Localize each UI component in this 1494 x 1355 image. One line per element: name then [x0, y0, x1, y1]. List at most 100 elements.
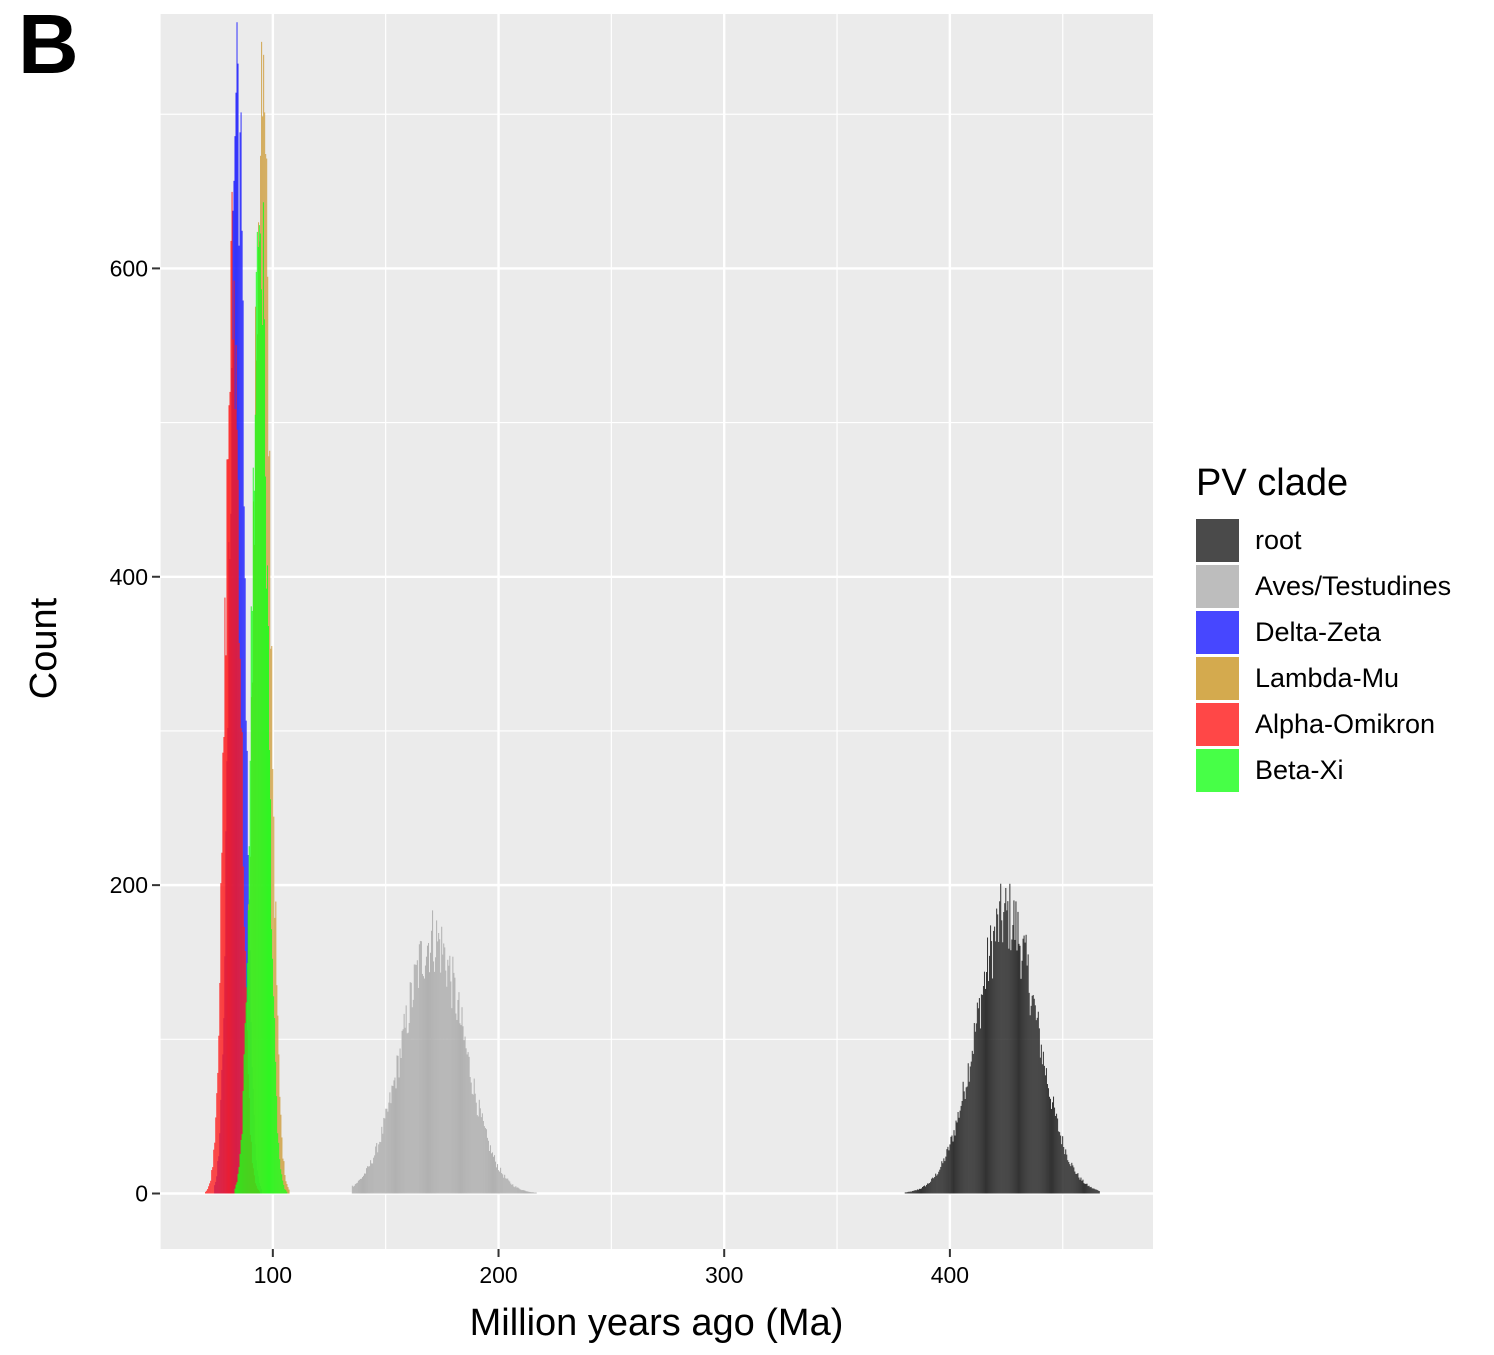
- histogram-bar: [1090, 1186, 1092, 1194]
- histogram-bar: [382, 1133, 384, 1194]
- histogram-bar: [463, 1040, 465, 1194]
- histogram-bar: [287, 1187, 289, 1194]
- histogram-bar: [461, 1007, 463, 1194]
- histogram-bar: [482, 1120, 484, 1194]
- grid-lines: [159, 14, 1153, 1249]
- histogram-bar: [977, 1008, 979, 1194]
- histogram-bar: [512, 1184, 514, 1194]
- histogram-bar: [267, 626, 270, 1194]
- histogram-bar: [1037, 1011, 1039, 1194]
- histogram-bar: [242, 1091, 244, 1194]
- histogram-bar: [486, 1137, 488, 1194]
- histogram-bar: [470, 1082, 472, 1194]
- histogram-bar: [398, 1077, 400, 1194]
- histogram-bar: [243, 1054, 245, 1194]
- histogram-bar: [369, 1166, 371, 1194]
- histogram-bar: [231, 191, 233, 1194]
- histogram-bar: [1020, 978, 1022, 1194]
- histogram-bar: [1068, 1162, 1070, 1194]
- histogram-bar: [211, 1170, 213, 1194]
- histogram-bar: [243, 506, 245, 1194]
- histogram-bar: [251, 610, 253, 1194]
- y-axis-title: Count: [23, 597, 65, 699]
- histogram-bar: [252, 467, 254, 1194]
- histogram-bar: [1067, 1160, 1069, 1194]
- histogram-bar: [242, 300, 244, 1194]
- histogram-bar: [244, 578, 246, 1194]
- histogram-bar: [431, 930, 433, 1194]
- histogram-bar: [285, 1181, 287, 1194]
- histogram-bar: [526, 1191, 528, 1194]
- histogram-bar: [513, 1186, 515, 1194]
- histogram-bar: [963, 1091, 965, 1194]
- histogram-bar: [378, 1144, 380, 1194]
- histogram-bar: [245, 720, 247, 1194]
- legend: PV clade root Aves/Testudines Delta-Zeta La…: [1196, 462, 1451, 793]
- histogram-bar: [239, 658, 241, 1194]
- histogram-bar: [981, 994, 983, 1194]
- histogram-bar: [1074, 1171, 1076, 1194]
- histogram-bar: [965, 1087, 967, 1194]
- histogram-bar: [433, 961, 435, 1194]
- histogram-bar: [429, 972, 431, 1194]
- histogram-bar: [206, 1190, 208, 1194]
- histogram-bar: [209, 1183, 211, 1194]
- histogram-bar: [480, 1117, 482, 1194]
- histogram-bar: [1070, 1166, 1072, 1194]
- histogram-bar: [277, 1133, 279, 1194]
- histogram-bar: [261, 324, 263, 1194]
- histogram-bar: [488, 1150, 490, 1194]
- histogram-bar: [391, 1085, 393, 1194]
- histogram-bar: [1061, 1144, 1063, 1194]
- histogram-bar: [1059, 1132, 1061, 1194]
- histogram-bar: [465, 1048, 467, 1194]
- histogram-bar: [439, 939, 441, 1194]
- histogram-bar: [1041, 1064, 1043, 1194]
- histogram-bar: [1017, 911, 1019, 1194]
- histogram-bar: [278, 1054, 280, 1194]
- histogram-bar: [978, 998, 980, 1194]
- histogram-bar: [245, 1002, 247, 1194]
- histogram-bar: [930, 1181, 932, 1194]
- histogram-bar: [441, 926, 443, 1194]
- histogram-bar: [283, 1161, 285, 1194]
- histogram-bar: [497, 1164, 499, 1194]
- histogram-bar: [272, 958, 274, 1194]
- histogram-bar: [263, 319, 265, 1194]
- histogram-bar: [934, 1176, 936, 1194]
- histogram-bar: [462, 1026, 464, 1194]
- histogram-bar: [234, 1188, 236, 1194]
- histogram-bar: [215, 1117, 217, 1194]
- histogram-bar: [997, 914, 999, 1194]
- histogram-bar: [438, 932, 440, 1194]
- histogram-bar: [281, 1137, 283, 1194]
- histogram-bar: [531, 1192, 533, 1194]
- histogram-bar: [1042, 1051, 1044, 1194]
- histogram-bar: [973, 1023, 975, 1194]
- histogram-bar: [907, 1191, 909, 1194]
- histogram-bar: [989, 955, 991, 1194]
- histogram-bar: [354, 1184, 356, 1194]
- histogram-bar: [420, 941, 422, 1194]
- histogram-bar: [257, 246, 259, 1194]
- histogram-bar: [996, 908, 998, 1194]
- legend-item: Beta-Xi: [1196, 747, 1451, 793]
- histogram-bar: [910, 1191, 912, 1194]
- histogram-bar: [224, 597, 226, 1194]
- histogram-bar: [239, 1153, 241, 1194]
- histogram-bar: [269, 750, 271, 1194]
- histogram-bar: [1091, 1188, 1093, 1194]
- histogram-bar: [951, 1135, 953, 1194]
- histogram-bar: [371, 1163, 373, 1194]
- histogram-bar: [971, 1050, 973, 1194]
- histogram-bar: [1089, 1187, 1091, 1194]
- histogram-bar: [415, 964, 417, 1194]
- histogram-bar: [1086, 1183, 1088, 1194]
- x-tick-label: 400: [931, 1262, 969, 1288]
- histogram-bar: [919, 1188, 921, 1194]
- histogram-bar: [982, 986, 984, 1194]
- histogram-bar: [914, 1190, 916, 1194]
- histogram-bar: [235, 345, 237, 1194]
- histogram-bar: [468, 1056, 470, 1194]
